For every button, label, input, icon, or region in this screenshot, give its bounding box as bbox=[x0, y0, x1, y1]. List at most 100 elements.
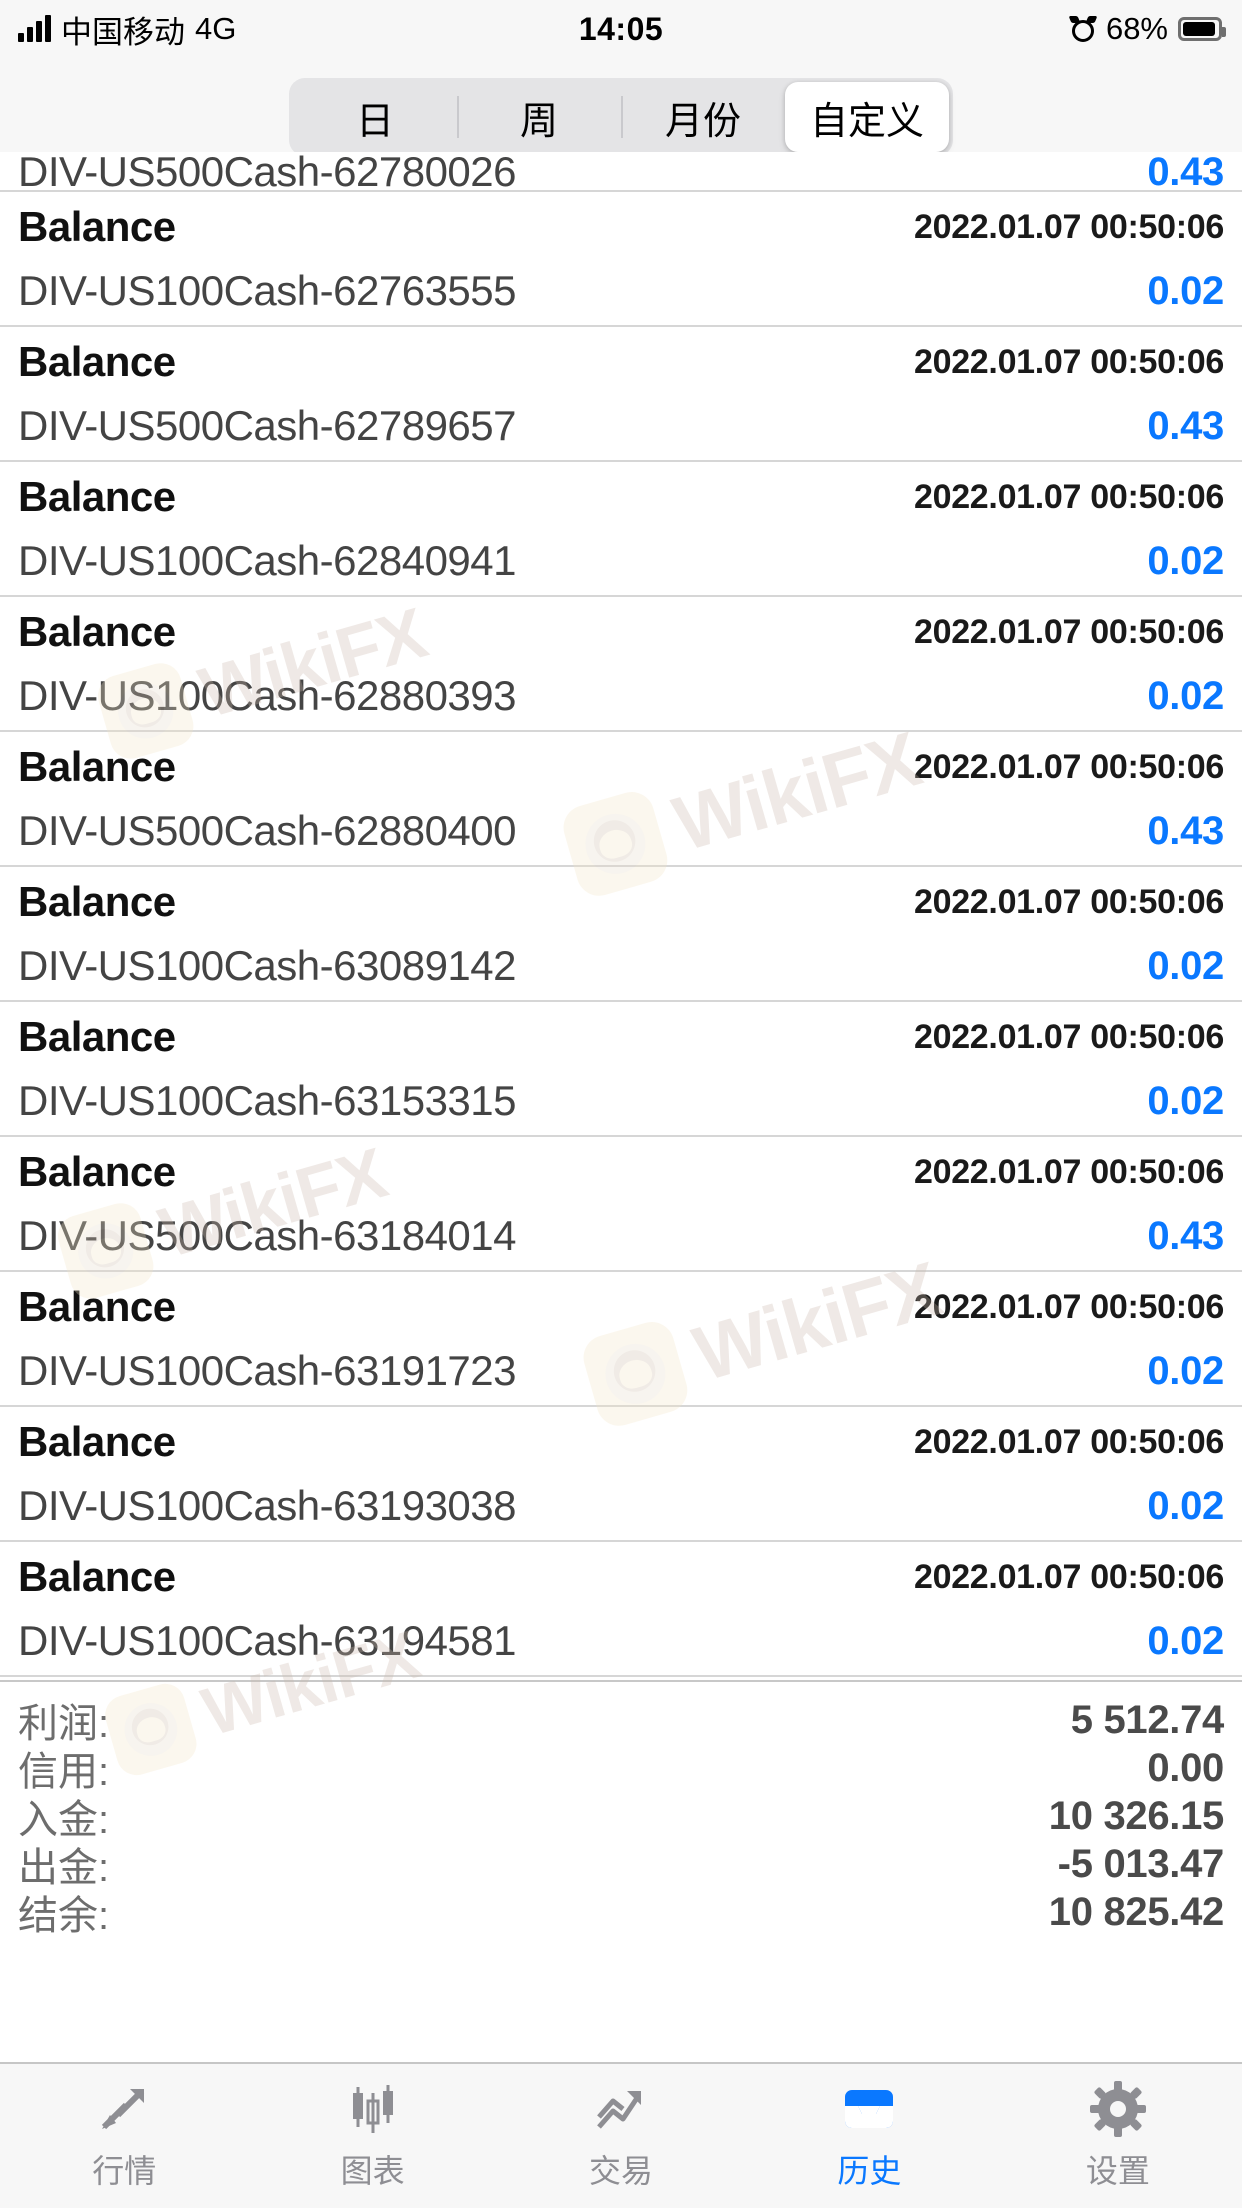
table-row[interactable]: Balance 2022.01.07 00:50:06 DIV-US100Cas… bbox=[0, 1002, 1242, 1137]
history-tray-icon bbox=[840, 2080, 898, 2138]
tab-trade[interactable]: 交易 bbox=[497, 2063, 745, 2208]
segment-week[interactable]: 周 bbox=[457, 82, 621, 152]
tab-charts[interactable]: 图表 bbox=[248, 2063, 496, 2208]
summary-label: 入金: bbox=[18, 1798, 110, 1842]
row-date: 2022.01.07 00:50:06 bbox=[913, 1017, 1224, 1056]
tab-history[interactable]: 历史 bbox=[745, 2063, 993, 2208]
period-segmented-control-container: 日 周 月份 自定义 bbox=[0, 58, 1242, 156]
row-date: 2022.01.07 00:50:06 bbox=[913, 342, 1224, 381]
summary-value: -5 013.47 bbox=[1057, 1841, 1225, 1886]
row-date: 2022.01.07 00:50:06 bbox=[913, 882, 1224, 921]
table-row[interactable]: Balance 2022.01.07 00:50:06 DIV-US100Cas… bbox=[0, 597, 1242, 732]
summary-label: 利润: bbox=[18, 1702, 110, 1746]
row-value: 0.43 bbox=[1147, 808, 1224, 853]
row-date: 2022.01.07 00:50:06 bbox=[913, 207, 1224, 246]
table-row[interactable]: Balance 2022.01.07 00:50:06 DIV-US100Cas… bbox=[0, 1542, 1242, 1677]
tab-settings-label: 设置 bbox=[1085, 2153, 1150, 2189]
row-symbol: DIV-US100Cash-63089142 bbox=[18, 942, 517, 989]
status-bar-center: 14:05 bbox=[0, 0, 1242, 58]
row-value: 0.43 bbox=[1147, 403, 1224, 448]
segment-day-label: 日 bbox=[355, 100, 394, 143]
row-type: Balance bbox=[18, 1418, 176, 1465]
table-row[interactable]: Balance 2022.01.07 00:50:06 DIV-US100Cas… bbox=[0, 1407, 1242, 1542]
alarm-clock-icon bbox=[1068, 16, 1098, 42]
row-type: Balance bbox=[18, 1283, 176, 1330]
row-value: 0.02 bbox=[1147, 673, 1224, 718]
segment-custom[interactable]: 自定义 bbox=[785, 82, 949, 152]
summary-row-balance: 结余: 10 825.42 bbox=[18, 1888, 1225, 1939]
row-date: 2022.01.07 00:50:06 bbox=[913, 612, 1224, 651]
carrier-label: 中国移动 bbox=[61, 14, 185, 50]
row-type: Balance bbox=[18, 608, 176, 655]
battery-percent-label: 68% bbox=[1105, 11, 1168, 46]
tab-trade-label: 交易 bbox=[589, 2153, 654, 2189]
row-type: Balance bbox=[18, 743, 176, 790]
row-type: Balance bbox=[18, 1148, 176, 1195]
table-row[interactable]: Balance 2022.01.07 00:50:06 DIV-US100Cas… bbox=[0, 192, 1242, 327]
table-row[interactable]: Balance 2022.01.07 00:50:06 DIV-US500Cas… bbox=[0, 327, 1242, 462]
summary-label: 出金: bbox=[18, 1846, 110, 1890]
row-type: Balance bbox=[18, 878, 176, 925]
table-row[interactable]: Balance 2022.01.07 00:50:06 DIV-US100Cas… bbox=[0, 867, 1242, 1002]
tab-settings[interactable]: 设置 bbox=[994, 2063, 1242, 2208]
row-symbol: DIV-US100Cash-63153315 bbox=[18, 1077, 517, 1124]
row-value: 0.02 bbox=[1147, 1348, 1224, 1393]
segment-month[interactable]: 月份 bbox=[621, 82, 785, 152]
network-type-label: 4G bbox=[195, 11, 237, 46]
status-bar-right: 68% bbox=[1068, 0, 1226, 58]
table-row[interactable]: Balance 2022.01.07 00:50:06 DIV-US500Cas… bbox=[0, 732, 1242, 867]
row-symbol: DIV-US100Cash-62763555 bbox=[18, 267, 517, 314]
gear-icon bbox=[1089, 2080, 1147, 2138]
row-type: Balance bbox=[18, 473, 176, 520]
row-date: 2022.01.07 00:50:06 bbox=[913, 477, 1224, 516]
row-symbol: DIV-US500Cash-62780026 bbox=[18, 152, 517, 192]
row-symbol: DIV-US100Cash-63191723 bbox=[18, 1347, 517, 1394]
row-symbol: DIV-US100Cash-62840941 bbox=[18, 537, 517, 584]
trade-trend-icon bbox=[593, 2080, 649, 2138]
history-list[interactable]: DIV-US500Cash-62780026 0.43 Balance 2022… bbox=[0, 152, 1242, 1940]
row-value: 0.02 bbox=[1147, 1483, 1224, 1528]
quotes-arrows-icon bbox=[96, 2080, 152, 2138]
table-row[interactable]: Balance 2022.01.07 00:50:06 DIV-US500Cas… bbox=[0, 1137, 1242, 1272]
segment-week-label: 周 bbox=[519, 100, 558, 143]
row-type: Balance bbox=[18, 338, 176, 385]
segment-custom-label: 自定义 bbox=[809, 100, 924, 143]
row-date: 2022.01.07 00:50:06 bbox=[913, 1422, 1224, 1461]
summary-label: 信用: bbox=[18, 1750, 110, 1794]
summary-row-deposit: 入金: 10 326.15 bbox=[18, 1792, 1225, 1843]
bottom-tab-bar: 行情 图表 bbox=[0, 2062, 1242, 2208]
row-value: 0.02 bbox=[1147, 1618, 1224, 1663]
period-segmented-control[interactable]: 日 周 月份 自定义 bbox=[289, 78, 953, 156]
summary-row-withdrawal: 出金: -5 013.47 bbox=[18, 1840, 1225, 1891]
tab-charts-label: 图表 bbox=[340, 2153, 405, 2189]
candlestick-chart-icon bbox=[345, 2080, 401, 2138]
table-row[interactable]: Balance 2022.01.07 00:50:06 DIV-US100Cas… bbox=[0, 1272, 1242, 1407]
row-date: 2022.01.07 00:50:06 bbox=[913, 747, 1224, 786]
row-symbol: DIV-US500Cash-62880400 bbox=[18, 807, 517, 854]
status-bar-left: 中国移动 4G bbox=[18, 0, 236, 58]
summary-row-profit: 利润: 5 512.74 bbox=[18, 1696, 1225, 1747]
summary-value: 10 825.42 bbox=[1048, 1889, 1225, 1934]
tab-quotes-label: 行情 bbox=[92, 2153, 157, 2189]
clock-label: 14:05 bbox=[578, 10, 664, 47]
row-symbol: DIV-US500Cash-63184014 bbox=[18, 1212, 517, 1259]
row-type: Balance bbox=[18, 1553, 176, 1600]
segment-day[interactable]: 日 bbox=[293, 82, 457, 152]
row-date: 2022.01.07 00:50:06 bbox=[913, 1287, 1224, 1326]
row-symbol: DIV-US500Cash-62789657 bbox=[18, 402, 517, 449]
table-row[interactable]: Balance 2022.01.07 00:50:06 DIV-US100Cas… bbox=[0, 462, 1242, 597]
tab-quotes[interactable]: 行情 bbox=[0, 2063, 248, 2208]
summary-value: 5 512.74 bbox=[1070, 1697, 1225, 1742]
tab-history-label: 历史 bbox=[837, 2153, 902, 2189]
row-date: 2022.01.07 00:50:06 bbox=[913, 1557, 1224, 1596]
summary-value: 0.00 bbox=[1147, 1745, 1224, 1790]
row-value: 0.02 bbox=[1147, 1078, 1224, 1123]
row-value: 0.02 bbox=[1147, 268, 1224, 313]
summary-label: 结余: bbox=[18, 1894, 110, 1938]
summary-value: 10 326.15 bbox=[1048, 1793, 1225, 1838]
status-bar: 中国移动 4G 14:05 68% bbox=[0, 0, 1242, 58]
table-row[interactable]: DIV-US500Cash-62780026 0.43 bbox=[0, 152, 1242, 192]
battery-icon bbox=[1178, 17, 1226, 41]
row-symbol: DIV-US100Cash-62880393 bbox=[18, 672, 517, 719]
